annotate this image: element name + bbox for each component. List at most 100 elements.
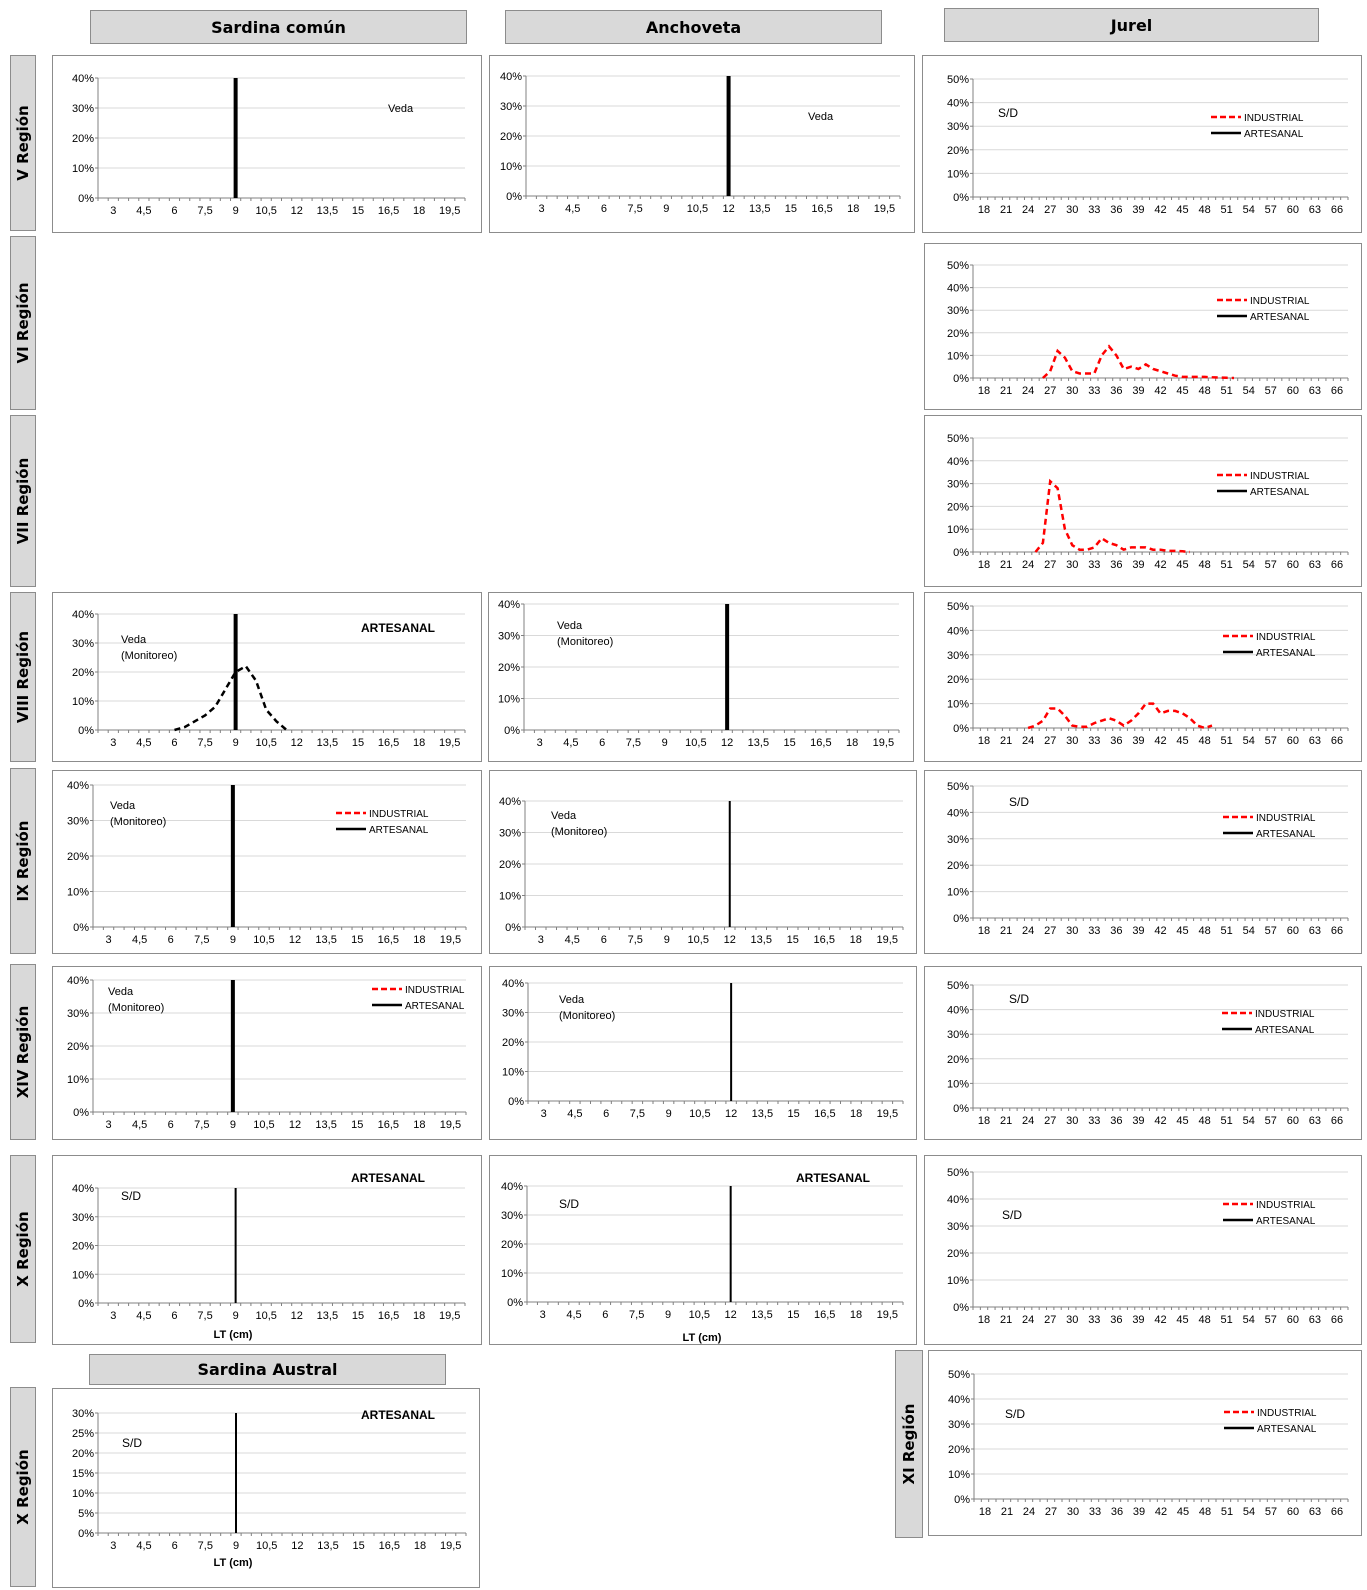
y-tick-label: 30% [502, 1008, 524, 1020]
x-tick-label: 30 [1066, 1314, 1078, 1326]
x-tick-label: 6 [601, 934, 607, 946]
x-tick-label: 54 [1243, 1506, 1255, 1518]
x-tick-label: 7,5 [197, 1310, 212, 1322]
chart-panel-ju_xiv: 0% 10% 20% 30% 40% 50% 18 21 24 27 30 33 36 39 42 45 48 5… [924, 966, 1362, 1140]
x-tick-label: 9 [666, 1108, 672, 1120]
x-tick-label: 24 [1022, 1115, 1034, 1127]
x-tick-label: 13,5 [751, 1309, 772, 1321]
y-tick-label: 20% [499, 859, 521, 871]
chart-annotation: Veda [108, 986, 134, 998]
y-tick-label: 20% [501, 1239, 523, 1251]
y-tick-label: 40% [72, 73, 94, 85]
y-tick-label: 10% [72, 1488, 94, 1500]
x-tick-label: 3 [110, 205, 116, 217]
y-tick-label: 50% [947, 1167, 969, 1179]
chart-annotation: (Monitoreo) [110, 816, 166, 828]
x-tick-label: 9 [233, 205, 239, 217]
y-tick-label: 30% [500, 101, 522, 113]
y-tick-label: 40% [947, 98, 969, 110]
x-tick-label: 4,5 [136, 737, 151, 749]
x-tick-label: 30 [1066, 925, 1078, 937]
x-tick-label: 12 [291, 1310, 303, 1322]
x-tick-label: 36 [1110, 204, 1122, 216]
x-tick-label: 27 [1044, 1314, 1056, 1326]
chart-annotation: Veda [559, 994, 585, 1006]
x-tick-label: 6 [171, 1310, 177, 1322]
x-tick-label: 63 [1309, 735, 1321, 747]
x-tick-label: 18 [847, 203, 859, 215]
x-tick-label: 21 [1000, 735, 1012, 747]
x-tick-label: 4,5 [566, 1309, 581, 1321]
y-tick-label: 10% [501, 1268, 523, 1280]
x-tick-label: 42 [1154, 559, 1166, 571]
x-tick-label: 66 [1331, 1506, 1343, 1518]
x-tick-label: 9 [233, 737, 239, 749]
y-tick-label: 50% [947, 980, 969, 992]
x-tick-label: 4,5 [565, 934, 580, 946]
x-tick-label: 33 [1088, 735, 1100, 747]
legend-label-industrial: INDUSTRIAL [1256, 632, 1316, 643]
x-tick-label: 57 [1265, 925, 1277, 937]
x-tick-label: 27 [1044, 385, 1056, 397]
x-tick-label: 27 [1044, 925, 1056, 937]
x-tick-label: 45 [1176, 1115, 1188, 1127]
x-tick-label: 7,5 [197, 205, 212, 217]
x-tick-label: 21 [1000, 559, 1012, 571]
x-tick-label: 45 [1176, 559, 1188, 571]
x-tick-label: 48 [1198, 735, 1210, 747]
y-tick-label: 40% [947, 1194, 969, 1206]
y-tick-label: 20% [498, 662, 520, 674]
x-tick-label: 33 [1088, 925, 1100, 937]
y-tick-label: 30% [947, 834, 969, 846]
x-tick-label: 19,5 [439, 1310, 460, 1322]
x-tick-label: 3 [110, 737, 116, 749]
x-tick-label: 9 [665, 1309, 671, 1321]
chart-svg-ju_ix: 0% 10% 20% 30% 40% 50% 18 21 24 27 30 33 36 39 42 45 48 5… [947, 781, 1349, 937]
x-tick-label: 60 [1287, 204, 1299, 216]
x-tick-label: 30 [1066, 204, 1078, 216]
x-tick-label: 10,5 [255, 205, 276, 217]
x-tick-label: 13,5 [317, 1540, 338, 1552]
x-tick-label: 13,5 [317, 1310, 338, 1322]
x-tick-label: 4,5 [132, 934, 147, 946]
y-tick-label: 10% [499, 891, 521, 903]
y-tick-label: 40% [947, 625, 969, 637]
chart-svg-ju_viii: 0% 10% 20% 30% 40% 50% 18 21 24 27 30 33 36 39 42 45 48 5… [947, 601, 1349, 747]
x-tick-label: 12 [725, 1309, 737, 1321]
x-tick-label: 45 [1177, 1506, 1189, 1518]
row-label-xiv: XIV Región [10, 964, 36, 1140]
x-tick-label: 7,5 [629, 1309, 644, 1321]
y-tick-label: 20% [67, 851, 89, 863]
x-tick-label: 16,5 [811, 203, 832, 215]
y-tick-label: 0% [953, 192, 969, 204]
chart-annotation: Veda [110, 800, 136, 812]
x-tick-label: 13,5 [752, 1108, 773, 1120]
x-tick-label: 19,5 [877, 1309, 898, 1321]
x-tick-label: 51 [1221, 385, 1233, 397]
chart-annotation: S/D [1009, 992, 1029, 1006]
y-tick-label: 10% [947, 1275, 969, 1287]
x-tick-label: 21 [1000, 1115, 1012, 1127]
x-tick-label: 9 [233, 1540, 239, 1552]
chart-annotation: Veda [557, 620, 583, 632]
chart-svg-sc_ix: 0% 10% 20% 30% 40% 3 4,5 6 7,5 9 10,5 12 13,5 15 16,5 1… [67, 780, 467, 946]
x-tick-label: 18 [414, 1540, 426, 1552]
chart-annotation: (Monitoreo) [108, 1002, 164, 1014]
x-tick-label: 27 [1044, 559, 1056, 571]
x-tick-label: 13,5 [317, 737, 338, 749]
x-tick-label: 15 [351, 934, 363, 946]
chart-annotation: (Monitoreo) [559, 1010, 615, 1022]
chart-annotation: S/D [1005, 1407, 1025, 1421]
x-tick-label: 57 [1265, 385, 1277, 397]
y-tick-label: 20% [72, 1241, 94, 1253]
x-tick-label: 54 [1243, 925, 1255, 937]
y-tick-label: 20% [947, 1054, 969, 1066]
x-tick-label: 9 [663, 203, 669, 215]
x-tick-label: 19,5 [874, 203, 895, 215]
row-label-viii: VIII Región [10, 592, 36, 762]
x-tick-label: 66 [1331, 385, 1343, 397]
row-label-vi-text: VI Región [14, 282, 32, 364]
x-tick-label: 3 [541, 1108, 547, 1120]
legend-label-industrial: INDUSTRIAL [405, 985, 465, 996]
chart-annotation: S/D [1009, 795, 1029, 809]
